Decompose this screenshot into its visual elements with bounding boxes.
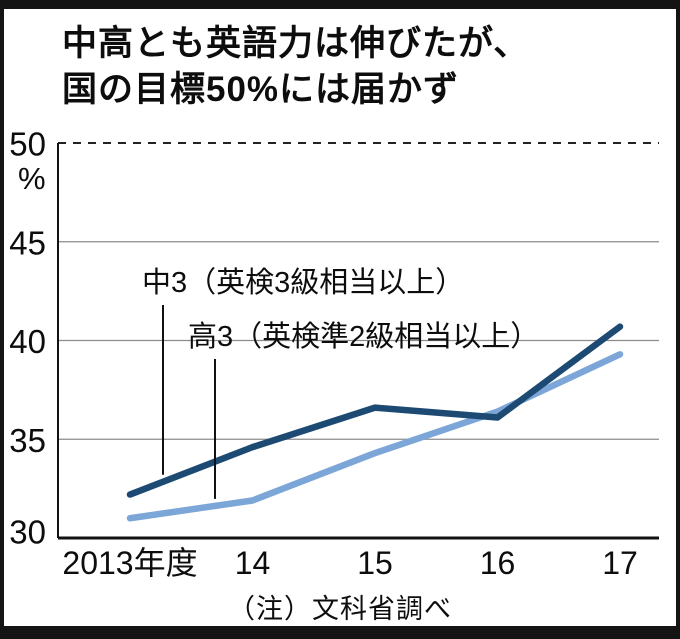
series-label-chu3: 中3（英検3級相当以上）: [142, 266, 464, 299]
x-tick-label: 2013年度: [62, 545, 197, 581]
x-tick-label: 17: [602, 545, 638, 581]
line-chart: 30 35 40 45 50% 中3（英検3級相当以上） 高3（英検準2級相当以上） 2013…: [9, 126, 659, 581]
y-tick-label: 45: [9, 224, 46, 261]
source-note: （注）文科省調べ: [228, 594, 452, 624]
series-line-ko3: [126, 351, 624, 522]
x-tick-label: 16: [480, 545, 516, 581]
series-label-ko3: 高3（英検準2級相当以上）: [188, 320, 539, 353]
y-tick-label: 50: [9, 126, 46, 163]
chart-title: 中高とも英語力は伸びたが、 国の目標50%には届かず: [62, 21, 529, 113]
chart-title-line2: 国の目標50%には届かず: [62, 70, 460, 110]
x-tick-label: 14: [235, 545, 271, 581]
y-tick-label: 35: [9, 422, 46, 459]
y-tick-label: 40: [9, 323, 46, 360]
series-line-chu3: [126, 323, 624, 498]
y-tick-label: 30: [9, 514, 46, 551]
y-axis-unit: %: [18, 161, 46, 196]
x-tick-label: 15: [357, 545, 393, 581]
chart-title-line1: 中高とも英語力は伸びたが、: [62, 24, 530, 63]
